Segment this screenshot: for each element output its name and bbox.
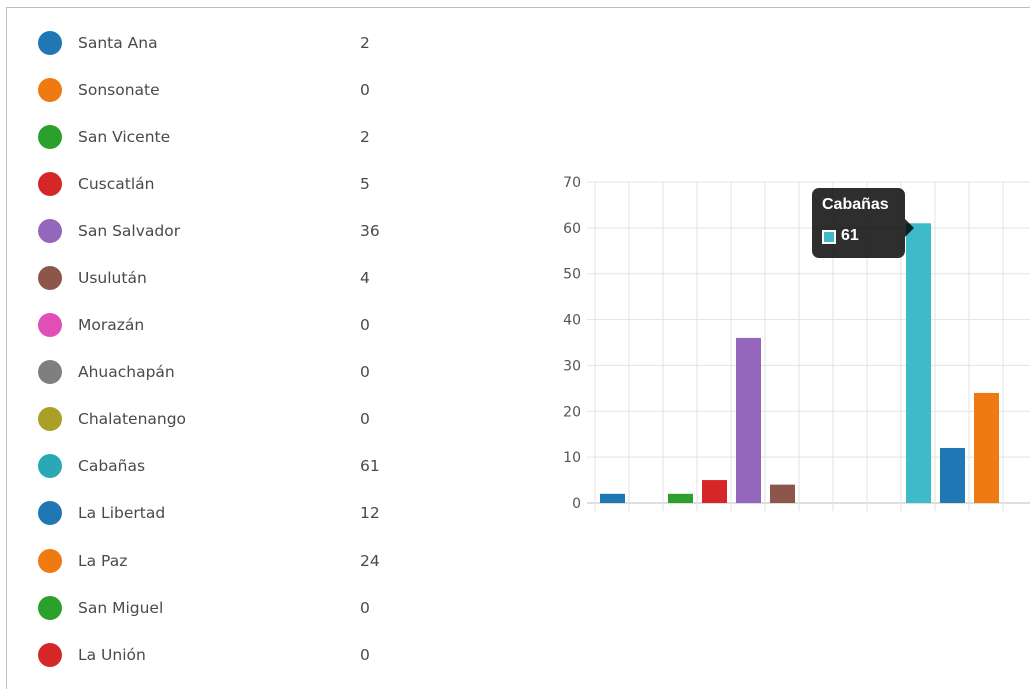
legend-item-value: 24 [360,551,380,570]
legend-item[interactable]: La Paz 24 [38,537,438,584]
legend-item[interactable]: Sonsonate 0 [38,66,438,113]
y-tick-label: 40 [563,313,581,329]
y-tick-label: 50 [563,267,581,283]
legend-color-dot [38,501,62,526]
legend-item[interactable]: San Vicente 2 [38,113,438,160]
legend-item[interactable]: Ahuachapán 0 [38,349,438,396]
legend-item-label: Santa Ana [78,33,158,52]
legend-item-label: San Vicente [78,127,171,146]
legend-color-dot [38,313,62,338]
legend-color-dot [38,266,62,291]
legend-item-label: Cuscatlán [78,174,155,193]
legend-item-value: 4 [360,269,370,288]
legend-item-value: 2 [360,33,370,52]
legend-item-value: 0 [360,363,370,382]
legend-item[interactable]: San Miguel 0 [38,584,438,631]
legend-color-dot [38,360,62,385]
legend-item-label: Sonsonate [78,80,160,99]
legend-item-value: 36 [360,221,380,240]
legend-item-value: 0 [360,410,370,429]
tooltip-title: Cabañas [822,196,889,213]
bar [736,337,761,503]
legend-color-dot [38,642,62,667]
legend-item-value: 0 [360,645,370,664]
legend-item-label: La Libertad [78,504,166,523]
bar [770,484,795,503]
tooltip-color-swatch [822,230,836,244]
legend-item-value: 61 [360,457,380,476]
legend-item-value: 5 [360,174,370,193]
legend-item[interactable]: La Libertad 12 [38,490,438,537]
legend-color-dot [38,548,62,573]
bar [702,480,727,503]
legend-item[interactable]: San Salvador 36 [38,207,438,254]
legend: Santa Ana 2 Sonsonate 0 San Vicente 2 Cuscatlá… [38,19,438,678]
legend-color-dot [38,77,62,102]
y-tick-label: 10 [563,450,581,466]
legend-item-value: 2 [360,127,370,146]
legend-item-label: Cabañas [78,457,146,476]
bar [906,223,931,503]
bar [940,447,965,503]
legend-item-label: San Miguel [78,598,164,617]
y-tick-label: 0 [572,496,581,512]
panel-frame [6,7,1030,689]
legend-color-dot [38,30,62,55]
legend-color-dot [38,171,62,196]
legend-item[interactable]: Santa Ana 2 [38,19,438,66]
legend-item-label: Chalatenango [78,410,187,429]
tooltip-value: 61 [841,227,859,244]
legend-color-dot [38,407,62,432]
bar [600,493,625,503]
legend-item-label: San Salvador [78,221,181,240]
legend-item-label: La Unión [78,645,146,664]
legend-item[interactable]: Usulután 4 [38,254,438,301]
bar [668,493,693,503]
legend-color-dot [38,218,62,243]
legend-item-value: 12 [360,504,380,523]
bar [974,392,999,503]
y-tick-label: 60 [563,221,581,237]
y-tick-label: 70 [563,175,581,191]
legend-item[interactable]: Morazán 0 [38,302,438,349]
legend-item-label: Ahuachapán [78,363,175,382]
legend-item-value: 0 [360,80,370,99]
y-tick-label: 30 [563,358,581,374]
legend-item-label: La Paz [78,551,128,570]
legend-color-dot [38,124,62,149]
legend-item-label: Morazán [78,316,145,335]
legend-item[interactable]: Chalatenango 0 [38,396,438,443]
legend-item[interactable]: Cuscatlán 5 [38,160,438,207]
legend-color-dot [38,454,62,479]
legend-item-value: 0 [360,316,370,335]
legend-item[interactable]: La Unión 0 [38,631,438,678]
legend-color-dot [38,595,62,620]
legend-item[interactable]: Cabañas 61 [38,443,438,490]
legend-item-value: 0 [360,598,370,617]
chart-tooltip: Cabañas 61 [812,188,914,258]
y-tick-label: 20 [563,404,581,420]
legend-item-label: Usulután [78,269,147,288]
